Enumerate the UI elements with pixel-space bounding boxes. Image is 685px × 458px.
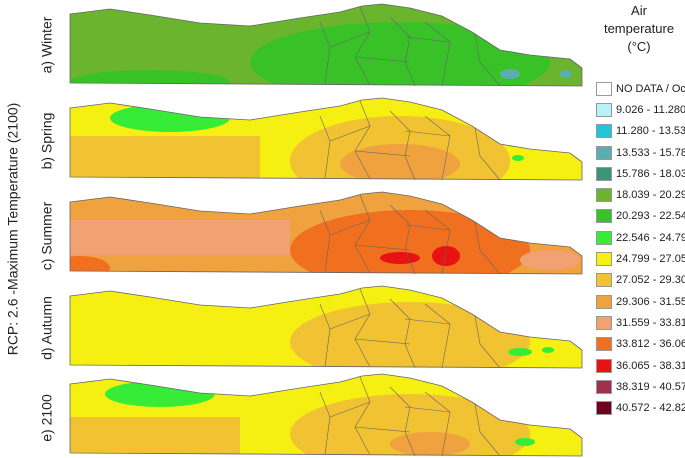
temperature-zone xyxy=(560,70,572,78)
legend-swatch xyxy=(596,379,612,394)
district-boundary xyxy=(319,288,501,369)
temperature-zone xyxy=(432,246,460,266)
coastline xyxy=(69,3,583,87)
legend-item: 36.065 - 38.319 xyxy=(596,355,685,376)
legend-swatch xyxy=(596,230,612,245)
legend-item: 38.319 - 40.572 xyxy=(596,376,685,397)
legend-swatch xyxy=(596,166,612,181)
temperature-zone xyxy=(520,250,580,270)
coastline xyxy=(69,373,583,457)
legend-label: 13.533 - 15.786 xyxy=(616,146,685,159)
legend-item: 9.026 - 11.280 xyxy=(596,99,685,120)
legend-label: 24.799 - 27.052 xyxy=(616,253,685,266)
legend-swatch xyxy=(596,188,612,203)
legend-item: 40.572 - 42.825 xyxy=(596,397,685,418)
figure-title: RCP: 2.6 -Maximum Temperature (2100) xyxy=(5,103,21,356)
legend-label: 9.026 - 11.280 xyxy=(616,103,685,116)
coastline xyxy=(69,97,583,181)
panel-label: a) Winter xyxy=(39,16,55,73)
legend-label: 18.039 - 20.293 xyxy=(616,189,685,202)
legend-item: 13.533 - 15.786 xyxy=(596,142,685,163)
legend-item: 31.559 - 33.812 xyxy=(596,312,685,333)
district-boundary xyxy=(319,194,501,275)
temperature-zone xyxy=(340,144,460,180)
legend-label: 22.546 - 24.799 xyxy=(616,231,685,244)
legend-item: 33.812 - 36.065 xyxy=(596,334,685,355)
legend-item: 27.052 - 29.306 xyxy=(596,270,685,291)
legend-swatch xyxy=(596,124,612,139)
legend-label: 38.319 - 40.572 xyxy=(616,380,685,393)
temperature-zone xyxy=(70,136,260,180)
legend-label: 11.280 - 13.533 xyxy=(616,125,685,138)
legend-swatch xyxy=(596,273,612,288)
legend-item: 18.039 - 20.293 xyxy=(596,184,685,205)
coastline xyxy=(69,191,583,275)
legend-label: 36.065 - 38.319 xyxy=(616,359,685,372)
legend-label: 15.786 - 18.039 xyxy=(616,167,685,180)
temperature-zone xyxy=(380,252,420,264)
coastline xyxy=(69,285,583,369)
panel-label: d) Autumn xyxy=(39,296,55,360)
temperature-zone xyxy=(250,22,550,86)
temperature-zone xyxy=(290,302,530,368)
legend-item: 24.799 - 27.052 xyxy=(596,248,685,269)
legend-item: 20.293 - 22.546 xyxy=(596,206,685,227)
legend-label: NO DATA / Ocean xyxy=(616,82,685,95)
legend-item: 29.306 - 31.559 xyxy=(596,291,685,312)
temperature-zone xyxy=(508,348,532,356)
legend-swatch xyxy=(596,102,612,117)
legend-swatch xyxy=(596,337,612,352)
legend-item: 15.786 - 18.039 xyxy=(596,163,685,184)
temperature-zone xyxy=(500,69,520,79)
temperature-zone xyxy=(70,220,290,255)
legend-label: 33.812 - 36.065 xyxy=(616,338,685,351)
legend-swatch xyxy=(596,252,612,267)
temperature-zone xyxy=(542,347,554,353)
legend-label: 29.306 - 31.559 xyxy=(616,295,685,308)
legend-swatch xyxy=(596,401,612,416)
legend-label: 20.293 - 22.546 xyxy=(616,210,685,223)
panel-label: c) Summer xyxy=(39,201,55,270)
legend-item: 11.280 - 13.533 xyxy=(596,121,685,142)
boundaries xyxy=(69,3,583,457)
map-panel xyxy=(70,98,582,180)
legend-swatch xyxy=(596,145,612,160)
map-panel xyxy=(70,4,582,86)
panel-label: b) Spring xyxy=(39,113,55,170)
temperature-zone xyxy=(70,256,110,274)
district-boundary xyxy=(319,6,501,87)
legend-label: 31.559 - 33.812 xyxy=(616,316,685,329)
legend: NO DATA / Ocean 9.026 - 11.280 11.280 - 13… xyxy=(596,78,685,419)
legend-item: 22.546 - 24.799 xyxy=(596,227,685,248)
legend-swatch xyxy=(596,294,612,309)
temperature-zone xyxy=(70,70,230,86)
temperature-zone xyxy=(70,417,240,456)
temperature-zone xyxy=(105,381,215,407)
temperature-zone xyxy=(512,155,524,161)
legend-swatch xyxy=(596,358,612,373)
legend-swatch xyxy=(596,315,612,330)
legend-title: Air temperature (°C) xyxy=(603,3,675,54)
legend-swatch xyxy=(596,81,612,96)
panel-label: e) 2100 xyxy=(39,394,55,442)
map-panel xyxy=(70,192,582,274)
temperature-zone xyxy=(515,438,535,446)
temperature-zone xyxy=(390,432,470,456)
legend-item: NO DATA / Ocean xyxy=(596,78,685,99)
legend-label: 40.572 - 42.825 xyxy=(616,402,685,415)
district-boundary xyxy=(319,100,501,181)
legend-label: 27.052 - 29.306 xyxy=(616,274,685,287)
map-panel xyxy=(70,374,582,456)
legend-swatch xyxy=(596,209,612,224)
district-boundary xyxy=(319,376,501,457)
